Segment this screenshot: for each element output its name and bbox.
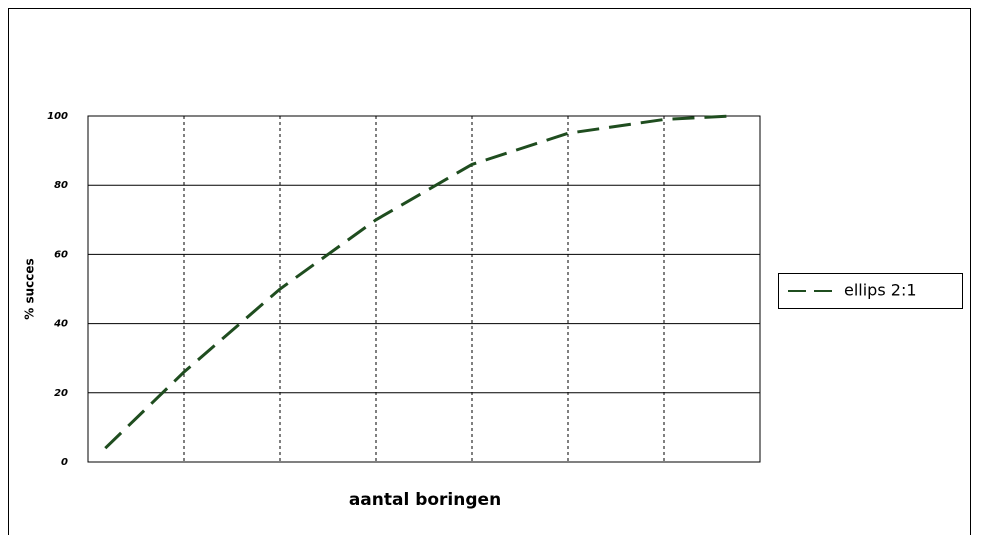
y-tick-label: 40 (53, 319, 68, 330)
y-tick-label: 80 (54, 180, 68, 191)
y-tick-label: 20 (54, 388, 68, 399)
legend-box (778, 273, 963, 309)
y-axis-label: % succes (23, 258, 37, 319)
y-tick-label: 0 (61, 457, 68, 468)
line-series (104, 114, 732, 450)
legend-label: ellips 2:1 (844, 281, 917, 300)
y-tick-label: 100 (47, 111, 68, 122)
x-axis-label: aantal boringen (349, 490, 501, 510)
plot-border (87, 115, 761, 463)
y-tick-label: 60 (54, 249, 68, 260)
plot-area (88, 116, 760, 462)
